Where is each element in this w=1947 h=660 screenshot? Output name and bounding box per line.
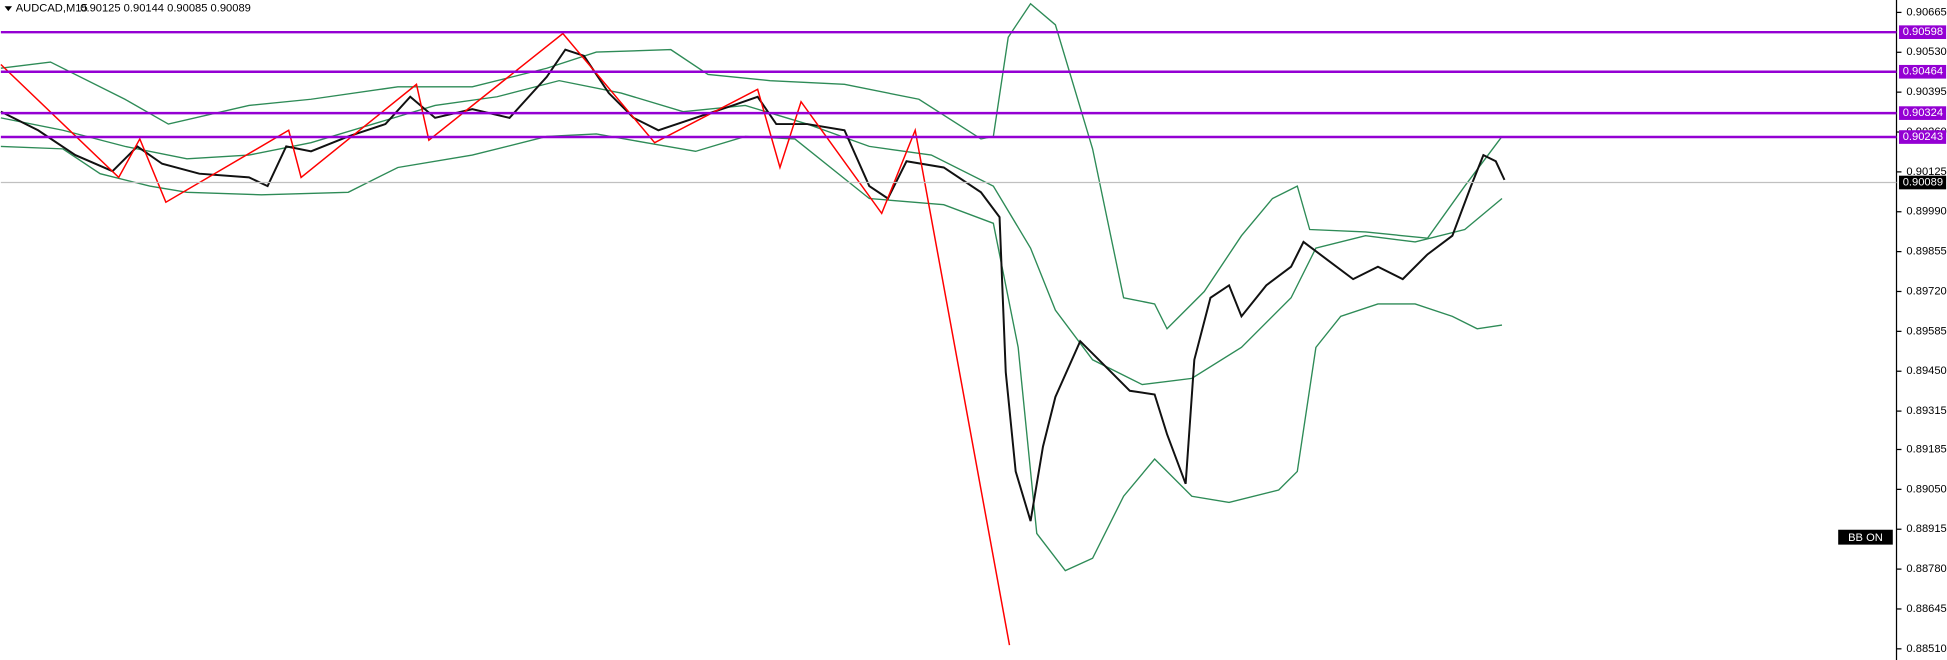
menu-arrow: [4, 6, 13, 12]
indicator-button[interactable]: BB ON: [1848, 532, 1883, 544]
tick-label: 0.90530: [1906, 46, 1946, 58]
level-box: [1898, 130, 1947, 144]
quote: 0.90125 0.90144 0.90085 0.90089: [80, 3, 251, 15]
price-line: [0, 48, 1506, 522]
tick-label: 0.89990: [1906, 206, 1946, 218]
level-box: [1898, 25, 1947, 40]
tick-label: 0.89585: [1906, 325, 1946, 337]
tick-label: 0.88510: [1906, 643, 1946, 655]
level-label: 0.90243: [1903, 131, 1943, 143]
tick-label: 0.89855: [1906, 246, 1946, 258]
tick-label: 0.88915: [1906, 523, 1946, 535]
lower-band: [0, 133, 1503, 572]
tick-label: 0.89315: [1906, 405, 1946, 417]
level-label: 0.90324: [1903, 107, 1943, 119]
level-label: 0.90464: [1903, 66, 1943, 78]
tick-label: 0.88780: [1906, 563, 1946, 575]
tick-label: 0.90665: [1906, 6, 1946, 18]
current-price-label: 0.90089: [1903, 176, 1943, 188]
tick-label: 0.90395: [1906, 86, 1946, 98]
tick-label: 0.89050: [1906, 483, 1946, 495]
symbol: AUDCAD,M15: [16, 3, 88, 15]
indicator-button-bg[interactable]: [1838, 529, 1893, 545]
tick-label: 0.89720: [1906, 285, 1946, 297]
tick-label: 0.89450: [1906, 365, 1946, 377]
levels: 0.90089 0.90598 0.90464 0.90324 0.90243: [0, 25, 1947, 190]
current-price-box: [1898, 175, 1947, 190]
tick-label: 0.90125: [1906, 166, 1946, 178]
tick-label: 0.89185: [1906, 443, 1946, 455]
level-label: 0.90598: [1903, 26, 1943, 38]
tick-label: 0.88645: [1906, 603, 1946, 615]
level-box: [1898, 64, 1947, 79]
level-box: [1898, 106, 1947, 120]
zigzag: [0, 32, 1011, 646]
